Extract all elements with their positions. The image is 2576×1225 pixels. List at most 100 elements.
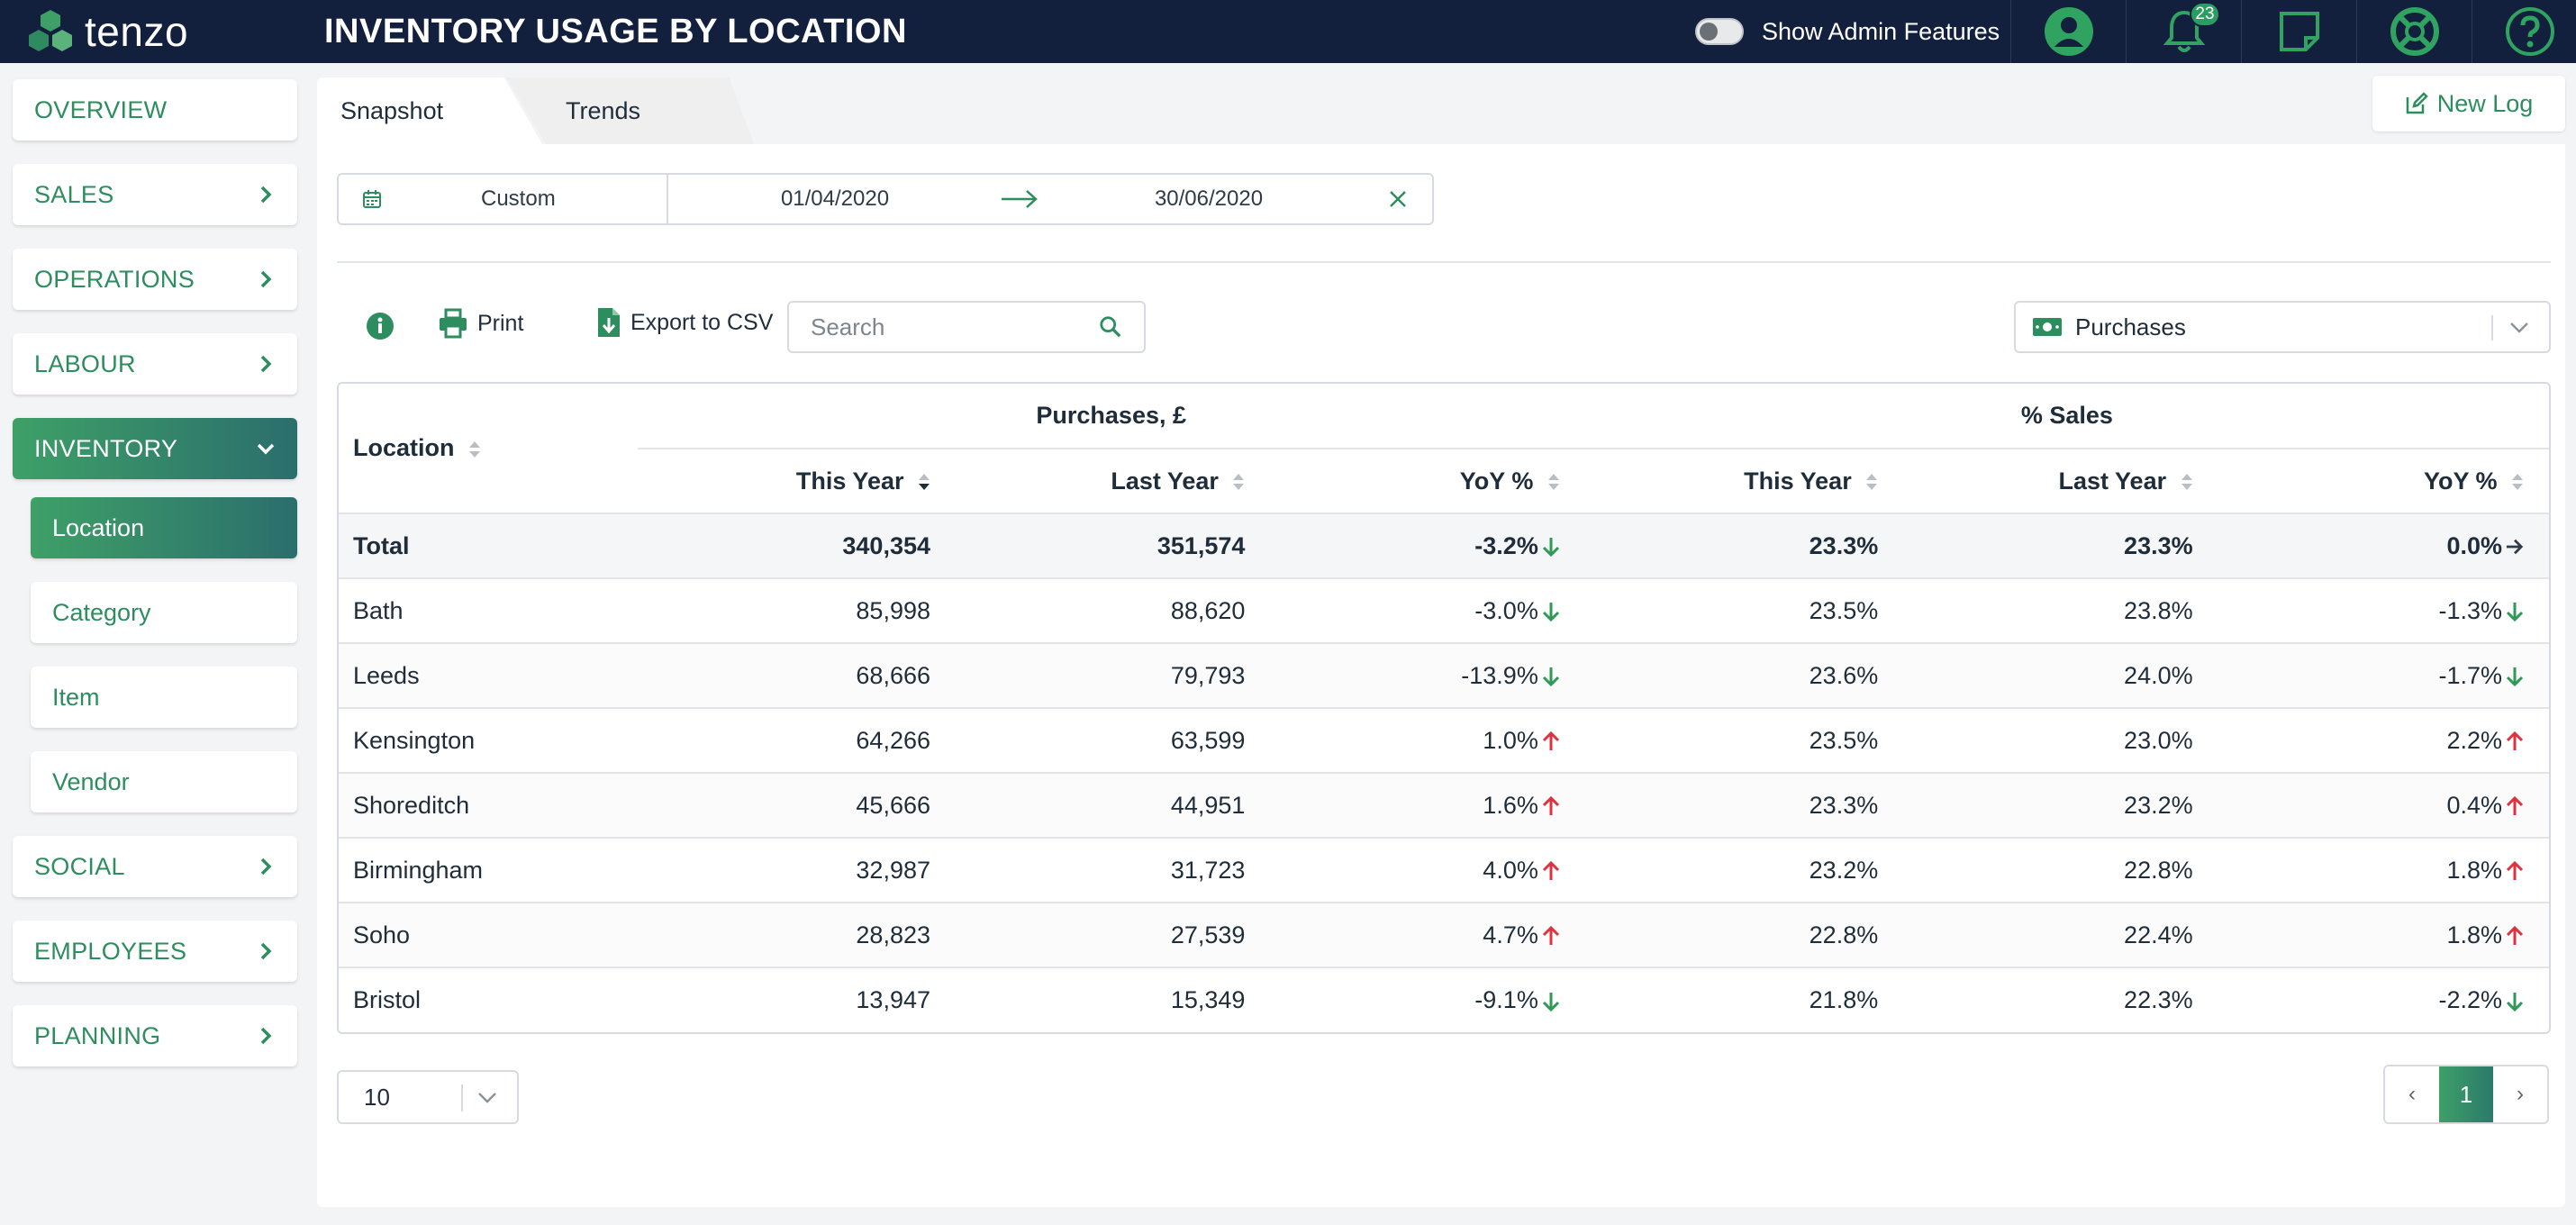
cell-sales-this-year: 23.6% — [1584, 642, 1904, 708]
metric-select[interactable]: Purchases — [2014, 301, 2551, 353]
help-button[interactable] — [2472, 0, 2576, 63]
cell-sales-yoy: 1.8% — [2218, 837, 2549, 903]
cell-location-value: Shoreditch — [353, 791, 470, 819]
search-icon[interactable] — [1099, 314, 1122, 340]
sort-icon — [1866, 474, 1878, 491]
chevron-right-icon — [260, 1027, 272, 1045]
cell-purchases-yoy: -3.2% — [1270, 513, 1585, 578]
arrow-up-icon — [2506, 926, 2524, 946]
support-button[interactable] — [2356, 0, 2472, 63]
page-size-select[interactable]: 10 — [337, 1070, 519, 1124]
arrow-up-icon — [1542, 796, 1559, 816]
sidebar-subitem-vendor[interactable]: Vendor — [31, 751, 297, 812]
sidebar-subitem-location[interactable]: Location — [31, 497, 297, 558]
sidebar-item-social[interactable]: SOCIAL — [13, 836, 297, 897]
table-row: Birmingham 32,987 31,723 4.0% 23.2% 22.8% 1.8% — [339, 837, 2549, 903]
chevron-down-icon — [478, 1093, 496, 1103]
cell-location: Bath — [339, 577, 638, 643]
column-header-sales-last-year[interactable]: Last Year — [1903, 449, 2218, 513]
cell-sales-last-year: 22.4% — [1903, 902, 2218, 967]
cell-purchases-yoy-value: -13.9% — [1461, 661, 1538, 689]
notifications-button[interactable]: 23 — [2126, 0, 2241, 63]
chevron-right-icon — [260, 942, 272, 960]
cell-location: Kensington — [339, 707, 638, 773]
tab-trends[interactable]: Trends — [506, 77, 754, 144]
cell-purchases-this-year-value: 32,987 — [856, 856, 930, 884]
sidebar-item-sales[interactable]: SALES — [13, 164, 297, 225]
sidebar-item-inventory[interactable]: INVENTORY — [13, 418, 297, 479]
cell-sales-yoy-value: 0.0% — [2446, 531, 2502, 559]
sidebar-item-labour[interactable]: LABOUR — [13, 333, 297, 395]
cell-purchases-yoy-value: 4.7% — [1483, 921, 1538, 948]
cell-sales-yoy: 0.4% — [2218, 772, 2549, 838]
next-page-button[interactable]: › — [2517, 1082, 2524, 1106]
cell-purchases-last-year: 44,951 — [956, 772, 1271, 838]
sidebar-item-label: LABOUR — [34, 349, 136, 377]
cell-sales-last-year-value: 23.3% — [2124, 531, 2193, 559]
sort-icon — [2512, 474, 2523, 491]
info-icon[interactable] — [366, 312, 395, 340]
arrow-down-icon — [1542, 667, 1559, 687]
inventory-table: Location Purchases, £ % Sales This Year … — [337, 382, 2551, 1034]
end-date-input[interactable]: 30/06/2020 — [1154, 186, 1264, 211]
pagination: ‹ 1 › — [2383, 1065, 2549, 1124]
prev-page-button[interactable]: ‹ — [2408, 1082, 2416, 1106]
file-download-icon — [598, 308, 620, 337]
toggle-switch[interactable] — [1695, 18, 1744, 45]
column-header-purchases-yoy[interactable]: YoY % — [1270, 449, 1584, 513]
cell-sales-this-year-value: 22.8% — [1809, 921, 1879, 948]
cell-sales-yoy-value: 1.8% — [2446, 856, 2502, 884]
cell-purchases-last-year-value: 63,599 — [1170, 726, 1246, 754]
cell-purchases-this-year: 13,947 — [637, 966, 956, 1032]
cell-purchases-last-year: 63,599 — [956, 707, 1271, 773]
table-total-row: Total 340,354 351,574 -3.2% 23.3% 23.3% 0.0% — [339, 513, 2549, 578]
cell-sales-last-year-value: 23.0% — [2124, 726, 2193, 754]
cell-sales-this-year: 21.8% — [1584, 966, 1904, 1032]
admin-features-toggle[interactable]: Show Admin Features — [1695, 14, 2000, 50]
column-header-location[interactable]: Location — [339, 384, 638, 513]
cell-purchases-last-year: 351,574 — [956, 513, 1271, 578]
sidebar-item-label: OVERVIEW — [34, 95, 168, 123]
search-input[interactable] — [811, 313, 1099, 341]
date-preset-select[interactable]: Custom — [339, 175, 668, 223]
tab-snapshot[interactable]: Snapshot — [317, 77, 542, 144]
close-icon[interactable] — [1387, 188, 1409, 210]
cell-sales-yoy: 1.8% — [2218, 902, 2549, 967]
sidebar-item-overview[interactable]: OVERVIEW — [13, 79, 297, 141]
cell-purchases-this-year-value: 340,354 — [842, 531, 930, 559]
current-page-button[interactable]: 1 — [2439, 1066, 2493, 1122]
search-box — [787, 301, 1146, 353]
start-date-input[interactable]: 01/04/2020 — [780, 186, 890, 211]
column-header-purchases-last-year[interactable]: Last Year — [956, 449, 1270, 513]
print-button[interactable]: Print — [438, 308, 523, 339]
sidebar-subitem-item[interactable]: Item — [31, 667, 297, 728]
date-range-picker[interactable]: Custom 01/04/2020 30/06/2020 — [337, 173, 1434, 225]
sidebar-item-employees[interactable]: EMPLOYEES — [13, 921, 297, 982]
lifebuoy-icon — [2390, 7, 2439, 56]
column-header-sales-this-year[interactable]: This Year — [1585, 449, 1903, 513]
cell-sales-yoy: 0.0% — [2218, 513, 2549, 578]
sidebar-subitem-label: Item — [52, 683, 100, 711]
cell-purchases-yoy: -3.0% — [1270, 577, 1585, 643]
user-profile-button[interactable] — [2010, 0, 2126, 63]
new-log-button[interactable]: New Log — [2372, 76, 2565, 132]
table-row: Kensington 64,266 63,599 1.0% 23.5% 23.0% 2.2% — [339, 707, 2549, 773]
sidebar-item-planning[interactable]: PLANNING — [13, 1005, 297, 1066]
cell-location: Soho — [339, 902, 638, 967]
column-header-purchases-this-year[interactable]: This Year — [638, 449, 956, 513]
column-header-sales-yoy[interactable]: YoY % — [2218, 449, 2549, 513]
calendar-icon — [363, 190, 381, 208]
sidebar-subitem-category[interactable]: Category — [31, 582, 297, 643]
arrow-up-icon — [2506, 796, 2524, 816]
cell-sales-this-year-value: 23.5% — [1809, 596, 1879, 624]
metric-select-value: Purchases — [2075, 313, 2186, 340]
notes-button[interactable] — [2241, 0, 2356, 63]
sidebar-item-operations[interactable]: OPERATIONS — [13, 249, 297, 310]
cell-purchases-yoy-value: 1.0% — [1483, 726, 1538, 754]
cell-location-value: Birmingham — [353, 856, 484, 884]
arrow-down-icon — [1542, 538, 1559, 558]
arrow-right-icon — [1002, 190, 1038, 208]
brand-logo[interactable]: tenzo — [27, 7, 324, 56]
export-csv-button[interactable]: Export to CSV — [596, 306, 773, 339]
cell-sales-this-year-value: 23.5% — [1809, 726, 1879, 754]
